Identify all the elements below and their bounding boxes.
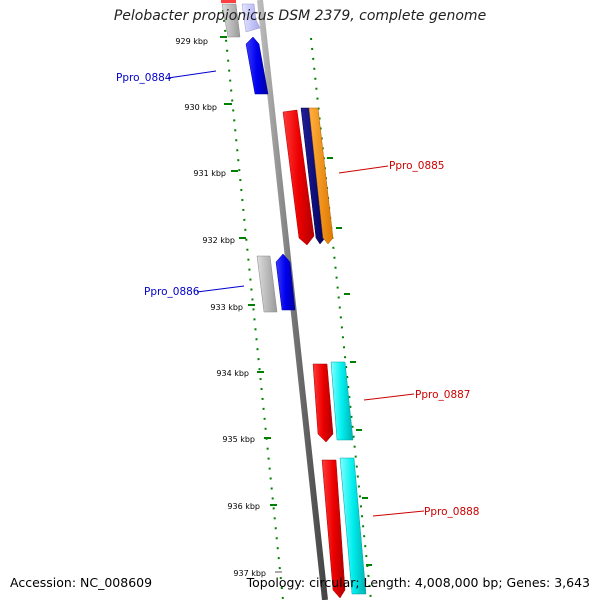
- gene-arrow-ppro-0888-cyan: [339, 457, 367, 595]
- tick-label-929: 929 kbp: [175, 37, 208, 46]
- gene-arrow-ppro-0884: [245, 36, 269, 95]
- gene-arrow-ppro-0885-orange: [308, 107, 334, 245]
- leader-ppro-0888: [372, 510, 425, 517]
- gene-block-top-grey: [221, 3, 241, 38]
- tick-label-937: 937 kbp: [233, 569, 266, 578]
- gene-block-ppro-0886-grey: [256, 255, 278, 313]
- gene-label-ppro-0887[interactable]: Ppro_0887: [415, 389, 470, 401]
- leader-ppro-0884: [167, 70, 217, 79]
- topology-text: Topology: circular; Length: 4,008,000 bp…: [246, 575, 590, 590]
- leader-ppro-0886: [196, 285, 245, 293]
- tick-label-935: 935 kbp: [222, 435, 255, 444]
- gene-arrow-ppro-0885-red: [282, 109, 315, 246]
- ruler-line-outer: [310, 37, 372, 600]
- gene-label-ppro-0886[interactable]: Ppro_0886: [144, 286, 200, 298]
- gene-arrow-ppro-0888-red: [321, 459, 346, 599]
- leader-ppro-0887: [363, 393, 415, 401]
- ruler-ticks: [220, 36, 372, 573]
- tick-label-932: 932 kbp: [202, 236, 235, 245]
- gene-label-ppro-0884[interactable]: Ppro_0884: [116, 72, 172, 84]
- leader-ppro-0885: [338, 165, 389, 174]
- map-title: Pelobacter propionicus DSM 2379, complet…: [113, 8, 487, 24]
- gene-label-ppro-0885[interactable]: Ppro_0885: [389, 160, 444, 172]
- tick-label-936: 936 kbp: [227, 502, 260, 511]
- gene-arrow-ppro-0887-red: [312, 363, 334, 443]
- tick-label-931: 931 kbp: [193, 169, 226, 178]
- gene-arrow-ppro-0885-navy: [300, 107, 326, 245]
- accession-text: Accession: NC_008609: [10, 575, 153, 590]
- gene-arrow-ppro-0886-blue: [275, 253, 296, 311]
- tick-label-933: 933 kbp: [210, 303, 243, 312]
- gene-arrow-ppro-0887-cyan: [330, 361, 354, 441]
- gene-block-top-red: [221, 0, 236, 3]
- gene-label-ppro-0888[interactable]: Ppro_0888: [424, 506, 479, 518]
- tick-label-930: 930 kbp: [184, 103, 217, 112]
- gene-block-top-lavender: [241, 3, 261, 33]
- ruler-line-inner: [221, 0, 284, 600]
- tick-label-934: 934 kbp: [216, 369, 249, 378]
